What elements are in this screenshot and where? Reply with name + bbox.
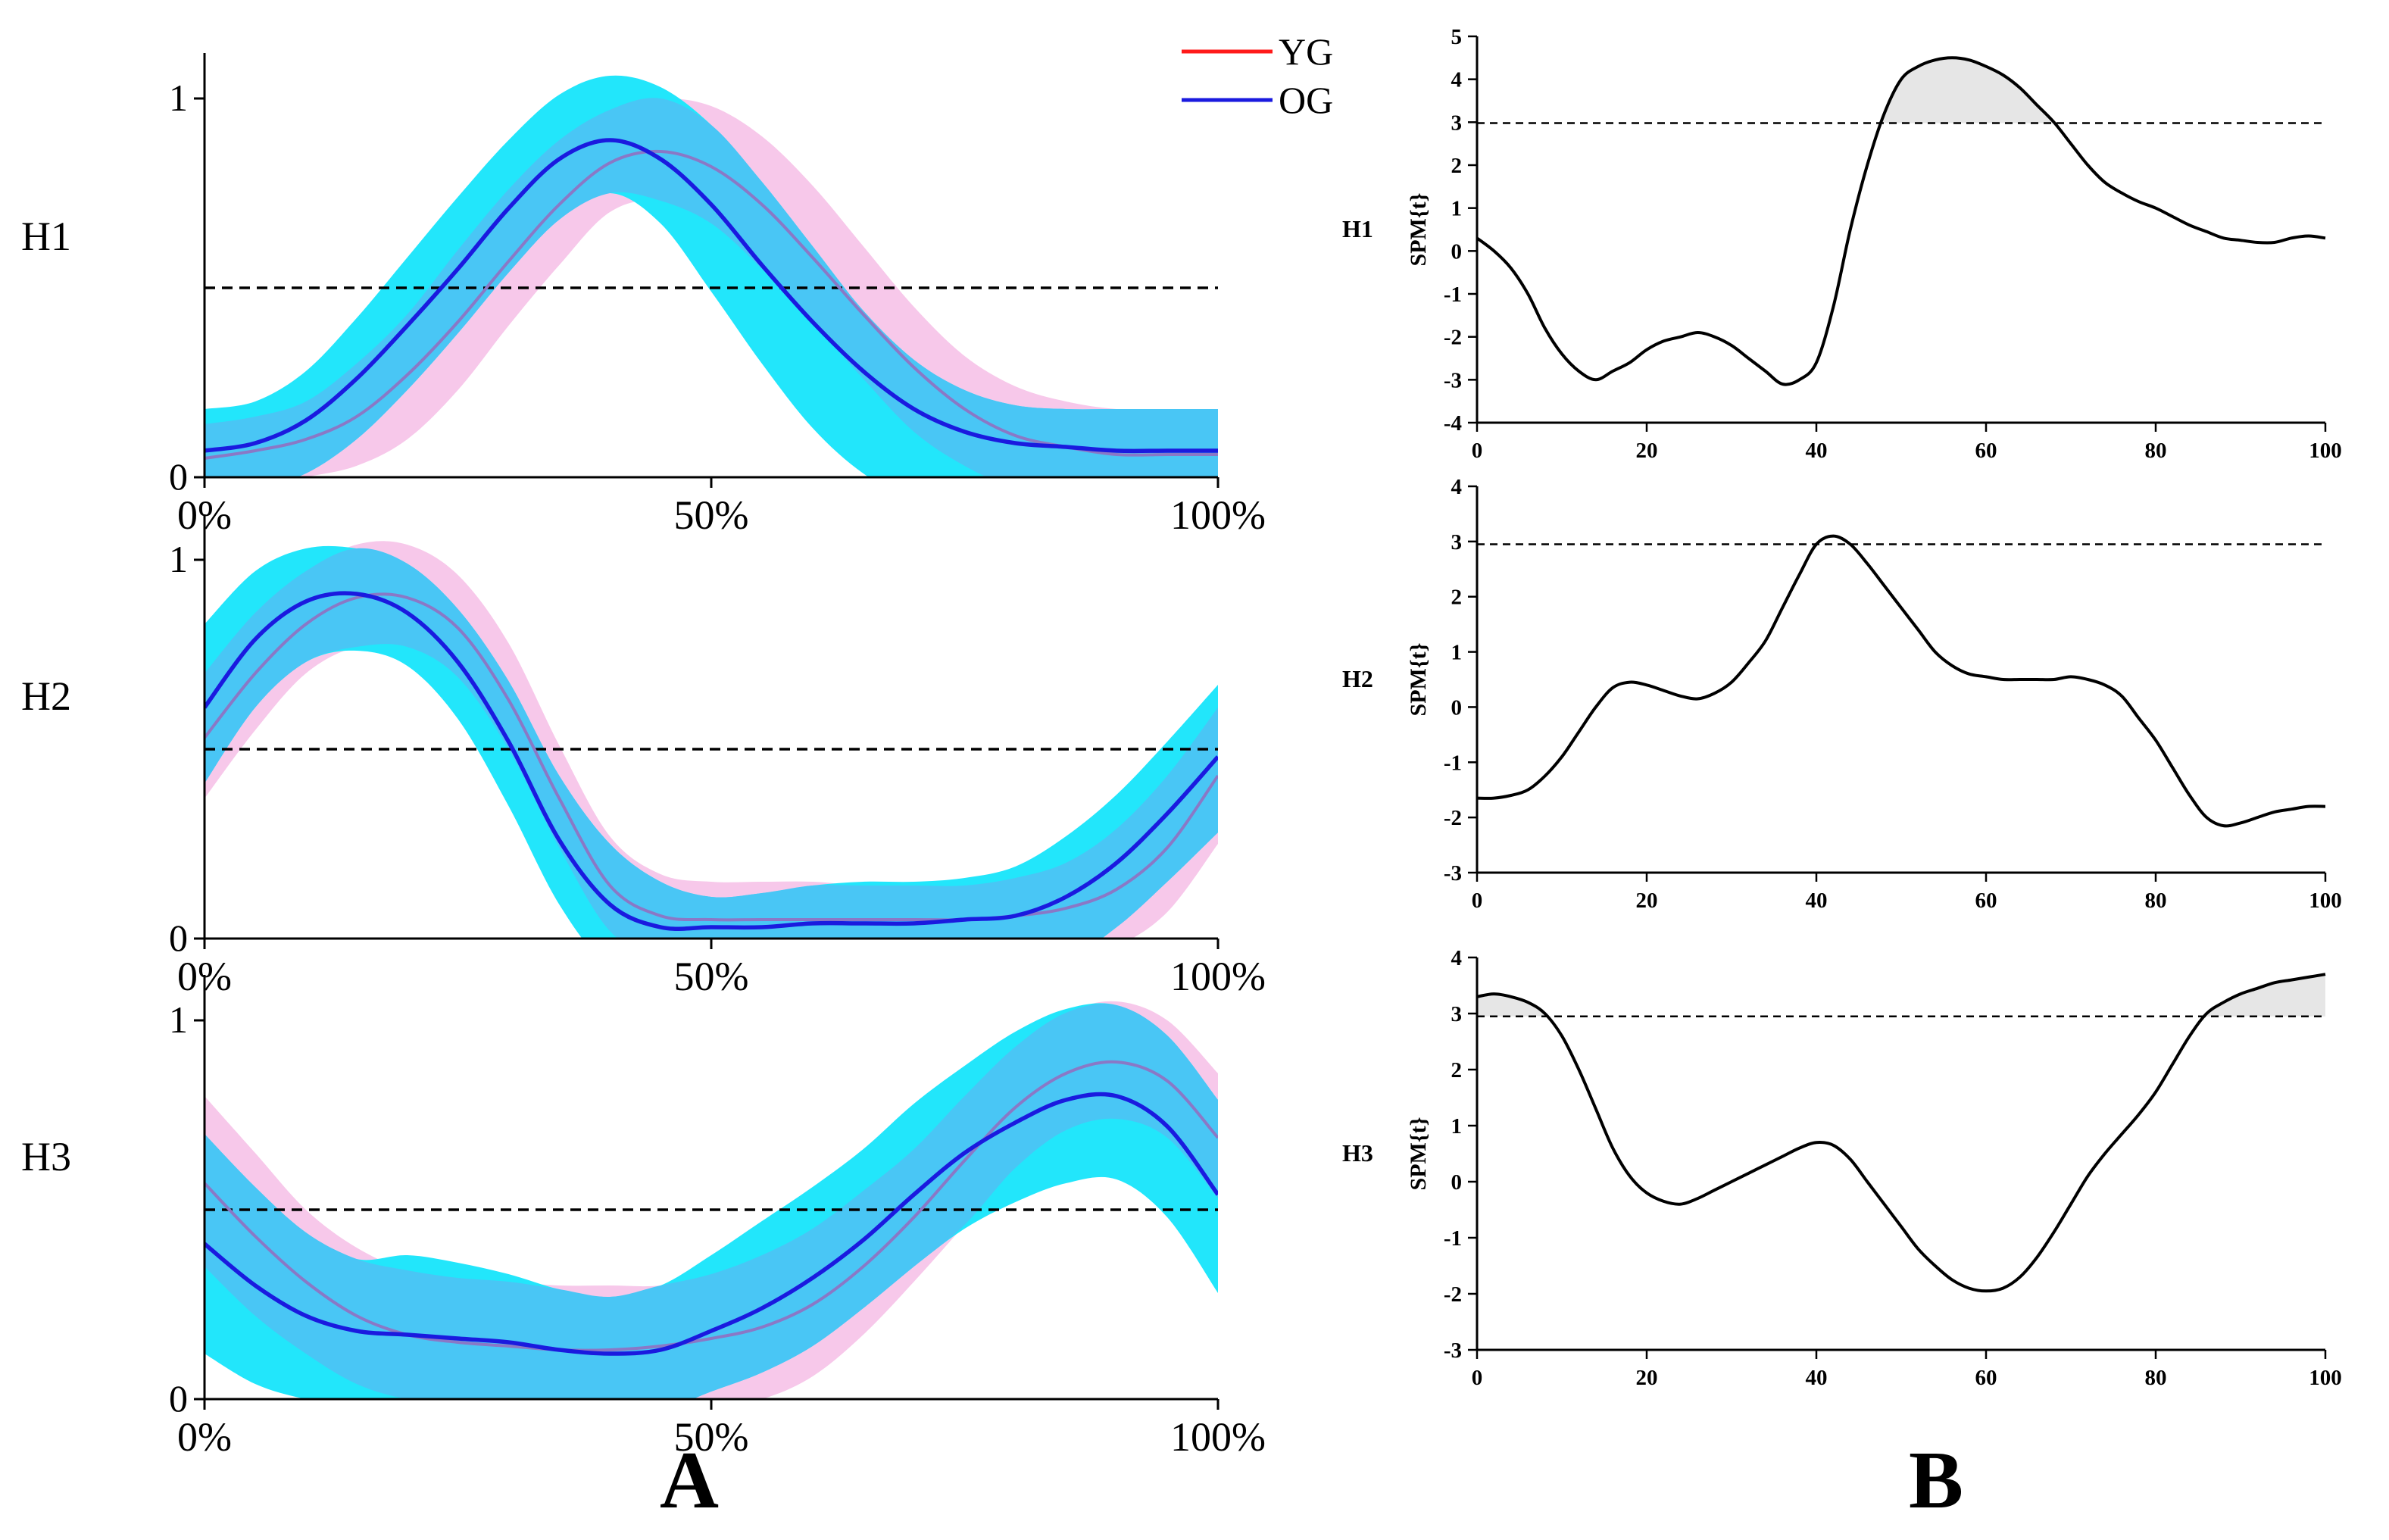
timeseries-chart-h3: 0% 50% 100% 0 1 H3 (21, 975, 1266, 1460)
sd-band-overlap (205, 548, 1218, 939)
spm-t-curve (1476, 534, 2326, 828)
y-tick-label: -1 (1444, 283, 1462, 307)
legend: YG OG (1182, 30, 1333, 121)
x-tick-label: 40 (1806, 889, 1828, 913)
y-tick-label: -3 (1444, 861, 1462, 886)
plot-area (205, 1001, 1218, 1399)
y-tick-label: 1 (169, 77, 188, 119)
spm-chart-h1: -4 -3 -2 -1 0 1 2 3 4 5 0 20 40 60 80 100 H1 SPM{t} (1342, 25, 2342, 463)
row-label: H2 (1342, 665, 1373, 692)
x-tick-label: 50% (674, 954, 749, 999)
plot-area (205, 541, 1218, 939)
panel-label-b: B (1909, 1435, 1963, 1526)
x-tick-label: 60 (1975, 889, 1997, 913)
x-tick-label: 50% (674, 492, 749, 538)
y-tick-label: -2 (1444, 806, 1462, 830)
y-tick-label: 4 (1451, 68, 1463, 92)
y-tick-label: 4 (1451, 475, 1463, 499)
x-tick-label: 100% (1170, 492, 1266, 538)
y-tick-label: 0 (169, 1377, 188, 1420)
y-tick-label: -1 (1444, 751, 1462, 775)
yg-mean-line (205, 149, 1218, 460)
suprathreshold-cluster (2204, 974, 2325, 1017)
suprathreshold-cluster (1881, 58, 2055, 123)
legend-label-og: OG (1279, 79, 1333, 121)
plot-area (205, 75, 1218, 477)
og-mean-line (205, 591, 1218, 931)
y-tick-label: 4 (1451, 946, 1463, 970)
y-tick-label: 2 (1451, 1058, 1463, 1082)
x-tick-label: 100% (1170, 954, 1266, 999)
spm-t-curve (1476, 973, 2326, 1293)
x-tick-label: 20 (1636, 439, 1658, 463)
x-tick-label: 80 (2145, 1366, 2167, 1390)
y-tick-label: 2 (1451, 586, 1463, 610)
og-mean-line (205, 1092, 1218, 1356)
x-tick-label: 0 (1472, 1366, 1483, 1390)
x-tick-label: 0 (1472, 439, 1483, 463)
yg-mean-line (205, 1060, 1218, 1352)
x-tick-label: 80 (2145, 889, 2167, 913)
y-tick-label: -3 (1444, 368, 1462, 392)
y-tick-label: 1 (1451, 1114, 1463, 1139)
y-tick-label: 0 (1451, 1170, 1463, 1195)
yg-sd-band (205, 98, 1218, 477)
x-tick-label: 20 (1636, 1366, 1658, 1390)
x-tick-label: 100 (2309, 889, 2342, 913)
row-label: H1 (21, 214, 71, 259)
y-tick-label: 2 (1451, 154, 1463, 178)
y-tick-label: 5 (1451, 25, 1463, 49)
y-tick-label: 0 (169, 917, 188, 959)
x-tick-label: 100 (2309, 439, 2342, 463)
y-tick-label: 1 (169, 538, 188, 580)
x-tick-label: 0 (1472, 889, 1483, 913)
sd-band-overlap (205, 1004, 1218, 1399)
x-tick-label: 20 (1636, 889, 1658, 913)
row-label: H1 (1342, 215, 1373, 242)
y-tick-label: -4 (1444, 411, 1462, 436)
y-tick-label: 0 (1451, 695, 1463, 720)
x-tick-label: 100% (1170, 1414, 1266, 1460)
y-axis-label: SPM{t} (1406, 193, 1431, 267)
og-mean-line (205, 138, 1218, 454)
y-tick-label: -1 (1444, 1226, 1462, 1251)
y-tick-label: -2 (1444, 1282, 1462, 1307)
x-tick-label: 80 (2145, 439, 2167, 463)
x-tick-label: 40 (1806, 1366, 1828, 1390)
suprathreshold-cluster (1477, 994, 1547, 1017)
y-tick-label: 0 (169, 455, 188, 498)
x-tick-label: 50% (674, 1414, 749, 1460)
og-sd-band (205, 75, 1218, 477)
legend-label-yg: YG (1279, 30, 1333, 73)
y-axis-label: SPM{t} (1406, 1117, 1431, 1191)
y-tick-label: 3 (1451, 111, 1463, 135)
y-axis-label: SPM{t} (1406, 643, 1431, 717)
y-tick-label: -3 (1444, 1339, 1462, 1363)
y-tick-label: 1 (1451, 197, 1463, 221)
row-label: H3 (21, 1134, 71, 1179)
panel-label-a: A (660, 1435, 719, 1526)
row-label: H2 (21, 673, 71, 719)
x-tick-label: 60 (1975, 1366, 1997, 1390)
x-tick-label: 60 (1975, 439, 1997, 463)
y-tick-label: 1 (169, 998, 188, 1041)
y-tick-label: 1 (1451, 641, 1463, 665)
spm-t-curve (1476, 56, 2326, 386)
y-tick-label: 3 (1451, 530, 1463, 554)
y-tick-label: -2 (1444, 326, 1462, 350)
row-label: H3 (1342, 1139, 1373, 1167)
x-tick-label: 100 (2309, 1366, 2342, 1390)
x-tick-label: 40 (1806, 439, 1828, 463)
x-tick-label: 0% (177, 1414, 232, 1460)
y-tick-label: 0 (1451, 239, 1463, 264)
y-tick-label: 3 (1451, 1002, 1463, 1026)
